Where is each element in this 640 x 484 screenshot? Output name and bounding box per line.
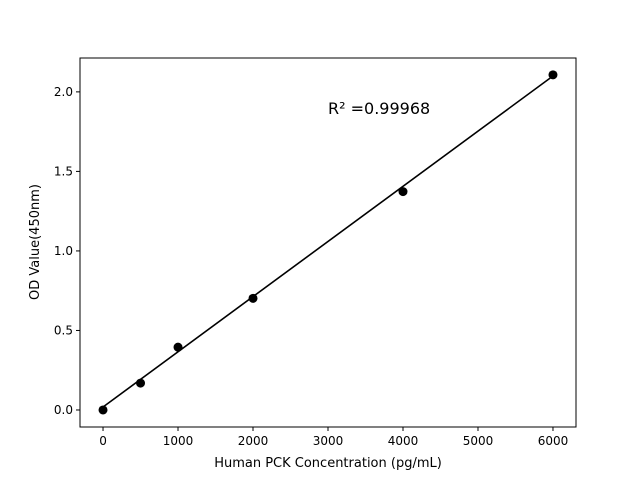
y-tick-label: 0.5 — [54, 323, 73, 337]
y-tick-label: 2.0 — [54, 85, 73, 99]
y-axis-label: OD Value(450nm) — [28, 184, 43, 300]
x-tick-label: 5000 — [463, 434, 494, 448]
data-point — [173, 342, 183, 352]
x-tick-label: 6000 — [538, 434, 569, 448]
data-point — [398, 187, 408, 197]
x-tick-label: 4000 — [388, 434, 419, 448]
x-tick-label: 1000 — [163, 434, 194, 448]
fit-line — [102, 75, 554, 408]
y-tick-label: 1.5 — [54, 164, 73, 178]
data-point — [248, 293, 258, 303]
x-tick-label: 3000 — [313, 434, 344, 448]
data-point — [136, 378, 146, 388]
data-point — [98, 405, 108, 415]
y-tick-label: 1.0 — [54, 244, 73, 258]
data-point — [548, 70, 558, 80]
x-axis-label: Human PCK Concentration (pg/mL) — [214, 456, 442, 471]
x-tick-label: 2000 — [238, 434, 269, 448]
x-tick-label: 0 — [99, 434, 107, 448]
y-tick-label: 0.0 — [54, 403, 73, 417]
annotation: R² =0.99968 — [328, 99, 430, 118]
